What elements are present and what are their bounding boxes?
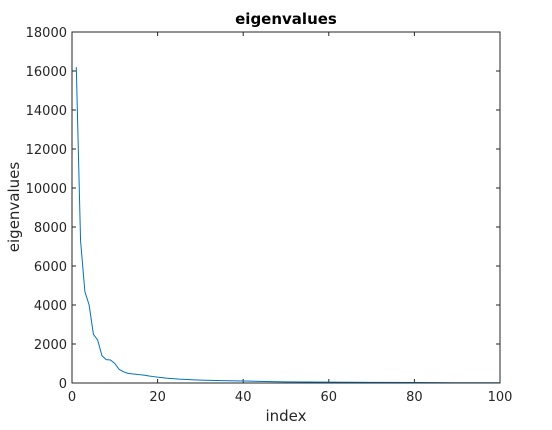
y-tick-label: 0 <box>59 377 67 392</box>
y-tick-label: 10000 <box>26 182 67 197</box>
x-tick-label: 100 <box>488 390 513 405</box>
x-tick-label: 80 <box>406 390 423 405</box>
plot-area <box>72 32 500 383</box>
x-tick-label: 20 <box>149 390 166 405</box>
x-axis-label: index <box>265 407 306 425</box>
y-tick-label: 6000 <box>34 260 67 275</box>
x-tick-label: 0 <box>68 390 76 405</box>
y-tick-label: 8000 <box>34 221 67 236</box>
y-tick-label: 12000 <box>26 143 67 158</box>
y-tick-label: 4000 <box>34 299 67 314</box>
y-tick-label: 14000 <box>26 104 67 119</box>
chart-title: eigenvalues <box>235 10 337 28</box>
x-tick-label: 60 <box>321 390 338 405</box>
x-tick-label: 40 <box>235 390 252 405</box>
y-axis-label: eigenvalues <box>5 162 23 253</box>
series-layer <box>75 67 501 384</box>
series-line <box>75 67 501 384</box>
axes-box <box>71 31 501 384</box>
y-tick-label: 2000 <box>34 338 67 353</box>
y-tick-label: 18000 <box>26 26 67 41</box>
ticks-layer: 0 20 40 60 80 100 0 2000 4000 6000 8000 10000 12000 1… <box>26 26 513 405</box>
y-tick-label: 16000 <box>26 65 67 80</box>
